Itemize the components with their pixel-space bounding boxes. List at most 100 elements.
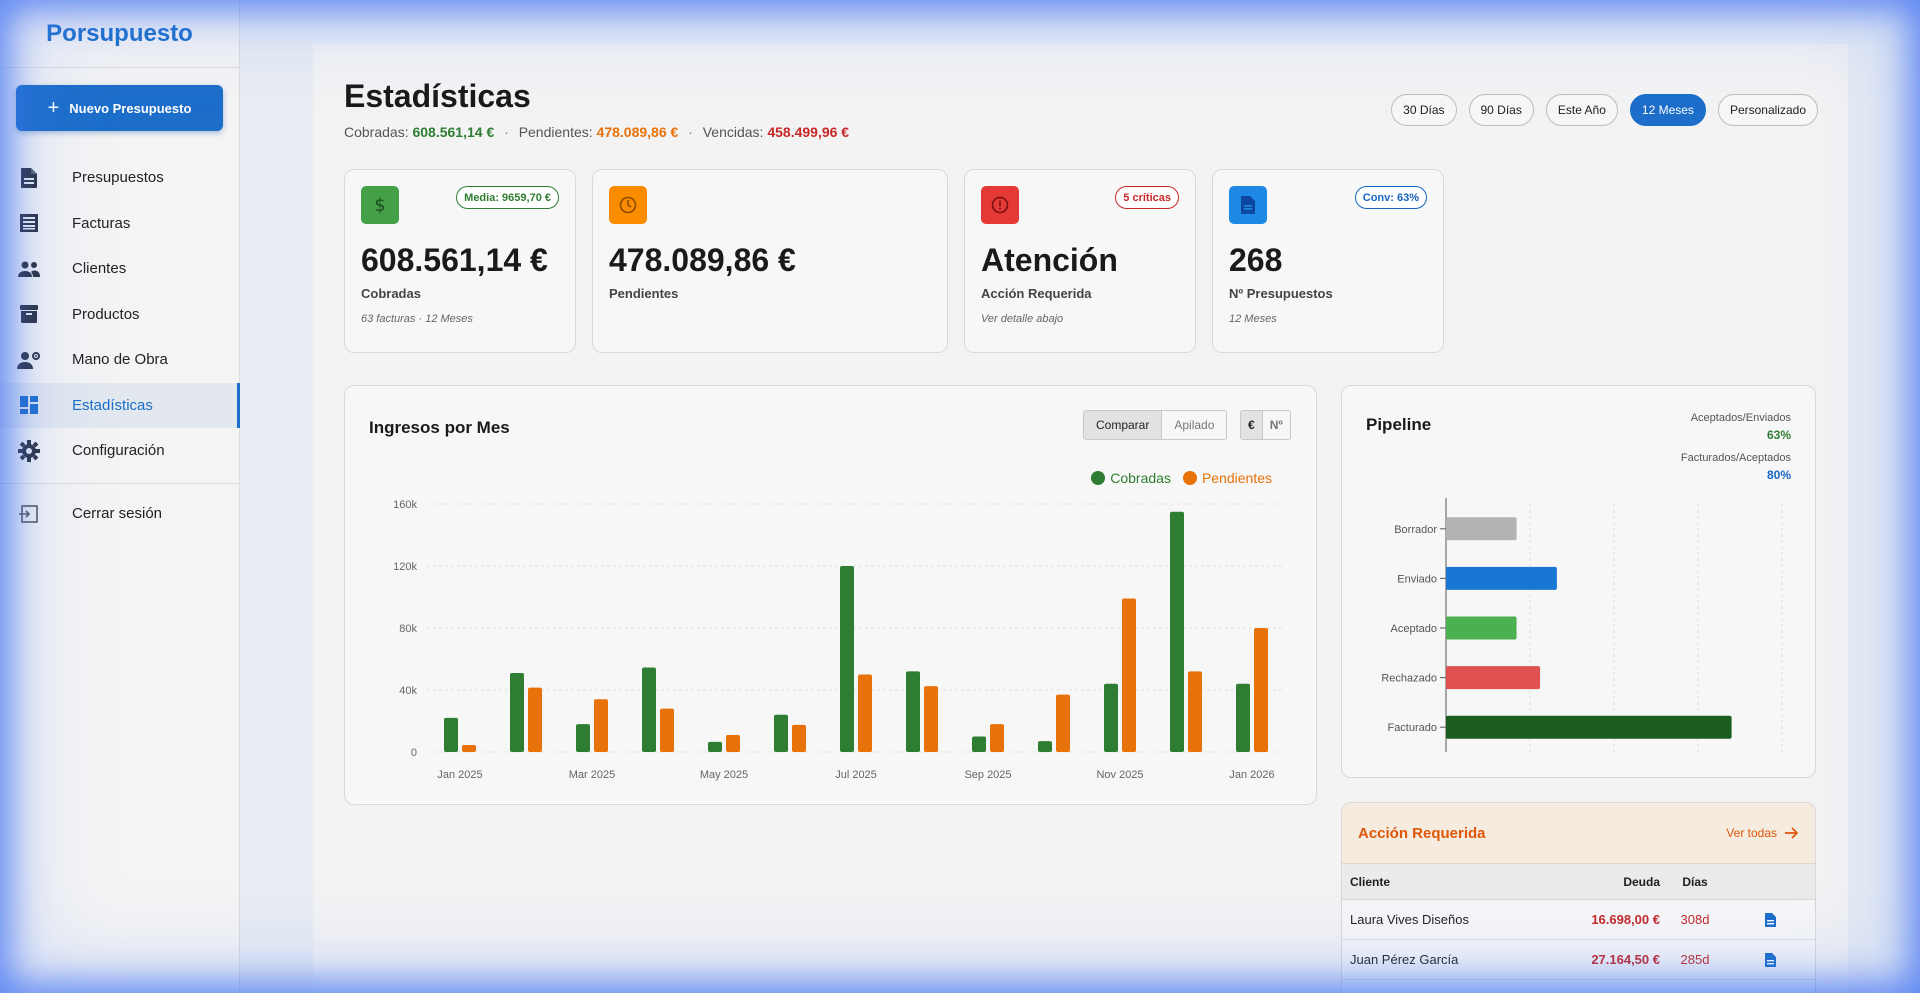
kpi-card-presupuestos[interactable]: Conv: 63% 268 Nº Presupuestos 12 Meses xyxy=(1212,169,1444,353)
pipeline-bar-borrador xyxy=(1446,517,1517,541)
bar-cobradas xyxy=(1104,683,1118,752)
days-overdue: 308d xyxy=(1680,912,1710,927)
sidebar-item-label: Presupuestos xyxy=(72,169,164,187)
receipt-icon xyxy=(16,212,42,234)
worker-gear-icon xyxy=(16,349,42,371)
cobradas-summary-value: 608.561,14 € xyxy=(412,124,495,140)
euro-unit-button[interactable]: € xyxy=(1241,411,1262,439)
sidebar-item-label: Clientes xyxy=(72,260,127,278)
logout-button[interactable]: Cerrar sesión xyxy=(0,491,240,537)
bar-pendientes xyxy=(1056,694,1070,752)
clock-icon xyxy=(609,186,647,224)
conversion-badge: Conv: 63% xyxy=(1354,186,1427,209)
main-content: Estadísticas Cobradas: 608.561,14 € · Pe… xyxy=(313,44,1848,993)
range-30-days-button[interactable]: 30 Días xyxy=(1391,94,1457,126)
legend-item-cobradas[interactable]: Cobradas xyxy=(1091,470,1171,486)
bar-cobradas xyxy=(708,741,722,752)
client-name: Juan Pérez García xyxy=(1350,952,1459,967)
x-tick-label: Jul 2025 xyxy=(835,769,877,781)
count-unit-button[interactable]: Nº xyxy=(1261,411,1290,439)
range-custom-button[interactable]: Personalizado xyxy=(1717,94,1818,126)
people-icon xyxy=(16,258,42,280)
invoice-document-icon xyxy=(1764,912,1776,927)
pipeline-panel: Pipeline Aceptados/Enviados 63% Facturad… xyxy=(1341,385,1816,778)
kpi-card-accion-requerida[interactable]: 5 críticas Atención Acción Requerida Ver… xyxy=(964,169,1196,353)
brand-logo[interactable]: Porsupuesto xyxy=(0,0,239,68)
category-label: Enviado xyxy=(1397,573,1437,585)
dashboard-icon xyxy=(16,394,42,416)
table-row[interactable]: Juan Pérez García 27.164,50 € 285d xyxy=(1342,940,1815,980)
dollar-icon: $ xyxy=(361,186,399,224)
sidebar-item-facturas[interactable]: Facturas xyxy=(0,201,240,247)
y-tick-label: 0 xyxy=(411,747,417,759)
open-invoice-button[interactable] xyxy=(1730,912,1810,928)
range-90-days-button[interactable]: 90 Días xyxy=(1468,94,1534,126)
action-required-title: Acción Requerida xyxy=(1358,824,1486,842)
svg-text:$: $ xyxy=(374,195,385,215)
bar-pendientes xyxy=(462,745,476,752)
kpi-card-cobradas[interactable]: $ Media: 9659,70 € 608.561,14 € Cobradas… xyxy=(344,169,576,353)
bar-cobradas xyxy=(444,717,458,752)
sidebar-item-estadisticas[interactable]: Estadísticas xyxy=(0,382,240,428)
bar-cobradas xyxy=(906,671,920,752)
range-12-months-button[interactable]: 12 Meses xyxy=(1629,94,1706,126)
action-required-header: Acción Requerida Ver todas xyxy=(1342,803,1815,864)
column-header-debt[interactable]: Deuda xyxy=(1623,874,1660,889)
invoiced-accepted-stat: Facturados/Aceptados 80% xyxy=(1681,452,1791,482)
bar-cobradas xyxy=(774,714,788,752)
sidebar-item-mano-de-obra[interactable]: Mano de Obra xyxy=(0,337,240,383)
bar-pendientes xyxy=(528,687,542,752)
pipeline-bar-facturado xyxy=(1446,715,1732,739)
bar-pendientes xyxy=(858,674,872,752)
kpi-value: 268 xyxy=(1229,242,1283,278)
legend-swatch xyxy=(1182,471,1197,485)
bar-pendientes xyxy=(1188,671,1202,752)
open-invoice-button[interactable] xyxy=(1730,952,1810,968)
archive-box-icon xyxy=(16,303,42,325)
bar-pendientes xyxy=(990,724,1004,752)
stat-label: Aceptados/Enviados xyxy=(1690,412,1791,424)
sidebar-item-configuracion[interactable]: Configuración xyxy=(0,428,240,474)
stacked-mode-button[interactable]: Apilado xyxy=(1161,411,1227,439)
compare-mode-button[interactable]: Comparar xyxy=(1084,411,1162,439)
bar-pendientes xyxy=(660,708,674,752)
sidebar-item-label: Estadísticas xyxy=(72,396,153,414)
average-badge: Media: 9659,70 € xyxy=(456,186,559,209)
column-header-days[interactable]: Días xyxy=(1682,874,1708,889)
accepted-sent-stat: Aceptados/Enviados 63% xyxy=(1691,412,1791,442)
table-row[interactable]: Laura Vives Diseños 16.698,00 € 308d xyxy=(1342,900,1815,940)
bar-cobradas xyxy=(576,724,590,752)
view-all-link[interactable]: Ver todas xyxy=(1726,826,1799,840)
bar-cobradas xyxy=(1170,511,1184,752)
pendientes-summary-label: Pendientes: xyxy=(518,124,593,140)
kpi-label: Nº Presupuestos xyxy=(1229,286,1333,301)
bar-cobradas xyxy=(840,566,854,752)
pendientes-summary-value: 478.089,86 € xyxy=(596,124,679,140)
sidebar-item-presupuestos[interactable]: Presupuestos xyxy=(0,155,240,201)
kpi-note: 12 Meses xyxy=(1229,313,1277,325)
logout-label: Cerrar sesión xyxy=(72,505,163,523)
new-budget-label: Nuevo Presupuesto xyxy=(69,100,192,116)
x-tick-label: Jan 2026 xyxy=(1229,769,1274,781)
legend-item-pendientes[interactable]: Pendientes xyxy=(1182,470,1272,486)
kpi-note: 63 facturas · 12 Meses xyxy=(361,313,473,325)
sidebar-divider xyxy=(0,483,240,484)
category-label: Borrador xyxy=(1394,524,1437,536)
sidebar-item-productos[interactable]: Productos xyxy=(0,292,240,338)
new-budget-button[interactable]: + Nuevo Presupuesto xyxy=(16,85,223,131)
column-header-client[interactable]: Cliente xyxy=(1350,874,1391,889)
sidebar-item-clientes[interactable]: Clientes xyxy=(0,246,240,292)
sidebar-item-label: Facturas xyxy=(72,214,131,232)
vencidas-summary-label: Vencidas: xyxy=(702,124,764,140)
alert-icon xyxy=(981,186,1019,224)
plus-icon: + xyxy=(47,97,60,119)
y-tick-label: 160k xyxy=(393,499,417,511)
document-icon xyxy=(1229,186,1267,224)
range-this-year-button[interactable]: Este Año xyxy=(1545,94,1618,126)
invoice-document-icon xyxy=(1764,952,1776,967)
sidebar: Porsupuesto + Nuevo Presupuesto Presupue… xyxy=(0,0,240,993)
arrow-right-icon xyxy=(1785,827,1799,839)
totals-summary: Cobradas: 608.561,14 € · Pendientes: 478… xyxy=(344,124,849,140)
bar-pendientes xyxy=(1254,628,1268,752)
kpi-card-pendientes[interactable]: 478.089,86 € Pendientes xyxy=(592,169,948,353)
